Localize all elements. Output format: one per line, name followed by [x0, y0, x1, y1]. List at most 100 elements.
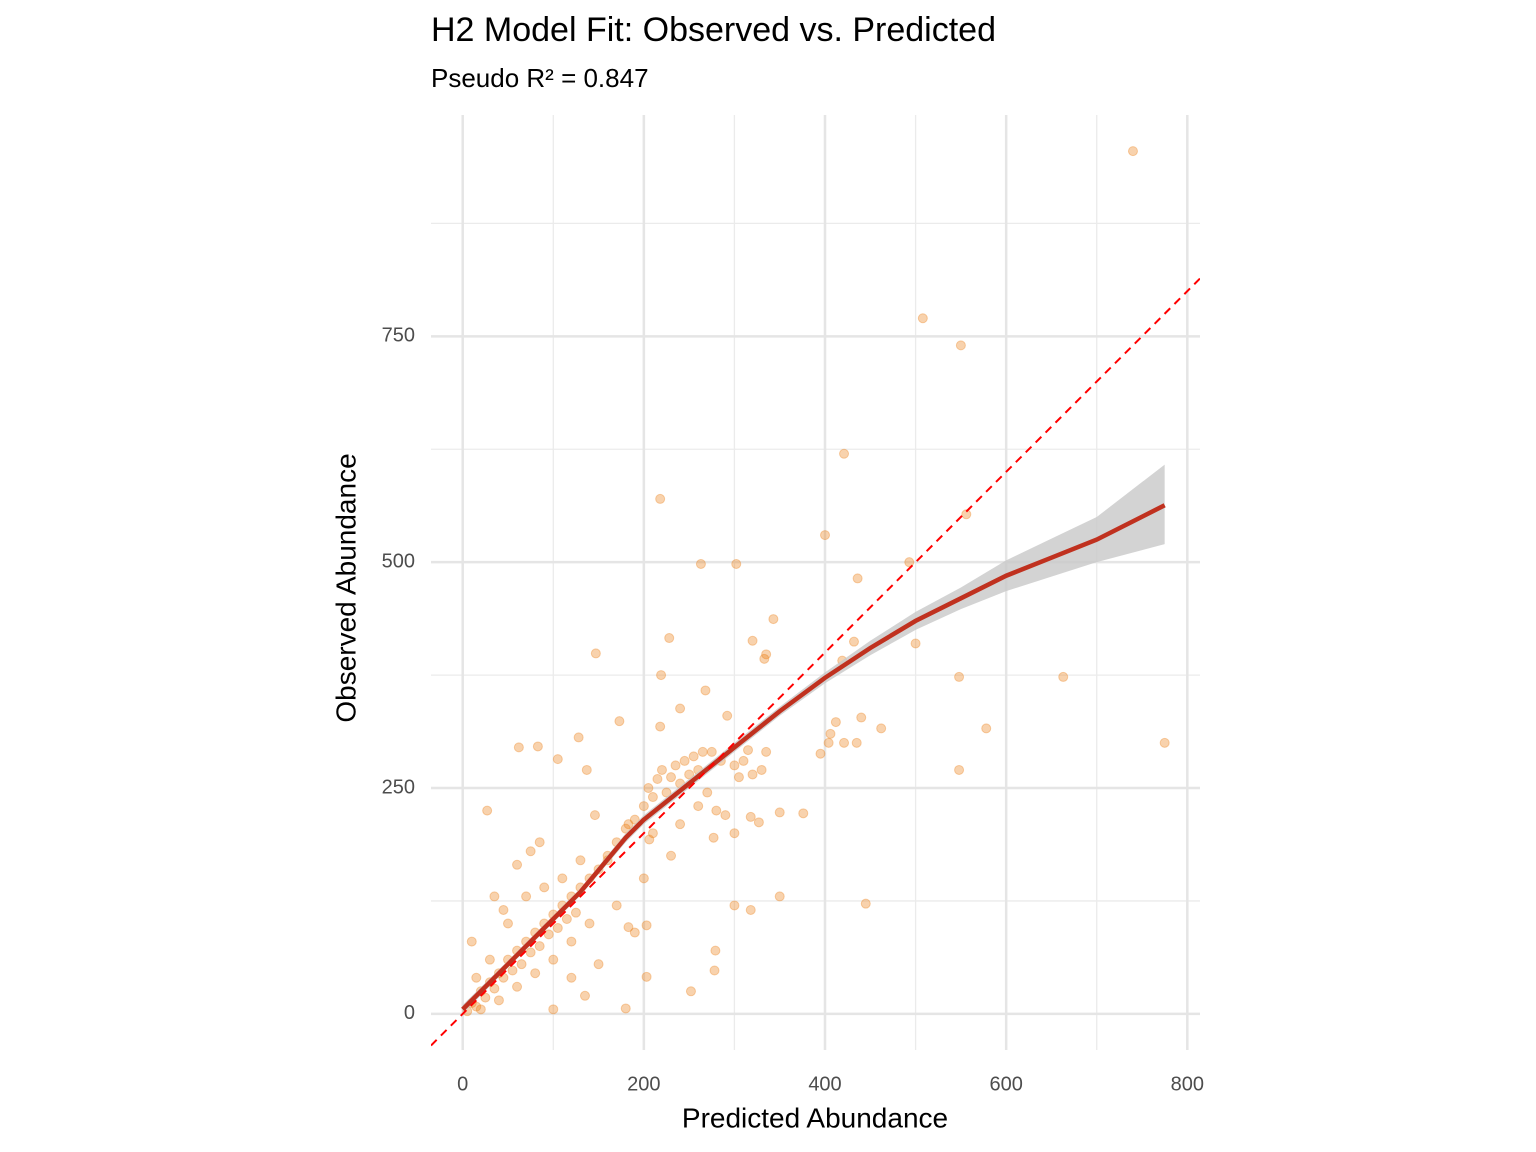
point — [679, 755, 690, 766]
point — [747, 769, 758, 780]
point — [548, 1004, 559, 1015]
y-tick-label: 500 — [382, 550, 415, 572]
x-tick-label: 600 — [989, 1073, 1022, 1095]
point — [955, 340, 966, 351]
point — [638, 801, 649, 812]
point — [512, 981, 523, 992]
point — [566, 936, 577, 947]
point — [860, 898, 871, 909]
point — [710, 945, 721, 956]
point — [534, 837, 545, 848]
fit-line — [461, 503, 1166, 1011]
point — [722, 710, 733, 721]
point — [759, 653, 770, 664]
point — [708, 832, 719, 843]
point — [695, 558, 706, 569]
point — [620, 823, 631, 834]
point — [830, 717, 841, 728]
point — [720, 810, 731, 821]
point — [798, 808, 809, 819]
x-axis-label: Predicted Abundance — [682, 1102, 948, 1133]
point — [738, 755, 749, 766]
point — [507, 965, 518, 976]
point — [981, 723, 992, 734]
point — [548, 954, 559, 965]
point — [502, 918, 513, 929]
point — [482, 805, 493, 816]
point — [589, 810, 600, 821]
point — [954, 764, 965, 775]
point — [543, 929, 554, 940]
point — [557, 873, 568, 884]
point — [745, 904, 756, 915]
point — [534, 941, 545, 952]
point — [498, 904, 509, 915]
point — [656, 764, 667, 775]
chart-subtitle: Pseudo R² = 0.847 — [431, 63, 649, 93]
point — [756, 764, 767, 775]
point — [513, 742, 524, 753]
point — [512, 859, 523, 870]
point — [614, 716, 625, 727]
point — [761, 649, 772, 660]
point — [774, 807, 785, 818]
point — [629, 814, 640, 825]
point — [700, 685, 711, 696]
point — [729, 900, 740, 911]
chart-title: H2 Model Fit: Observed vs. Predicted — [431, 11, 996, 49]
point — [561, 914, 572, 925]
point — [856, 712, 867, 723]
point — [709, 965, 720, 976]
y-tick-label: 250 — [382, 776, 415, 798]
point — [1159, 737, 1170, 748]
point — [484, 954, 495, 965]
point — [743, 745, 754, 756]
point — [539, 882, 550, 893]
point — [552, 923, 563, 934]
point — [493, 995, 504, 1006]
plot-area — [431, 146, 1200, 1047]
point — [768, 614, 779, 625]
point — [655, 493, 666, 504]
point — [664, 633, 675, 644]
point — [656, 670, 667, 681]
point — [745, 811, 756, 822]
point — [774, 891, 785, 902]
point — [839, 737, 850, 748]
point — [489, 891, 500, 902]
point — [530, 968, 541, 979]
point — [590, 648, 601, 659]
point — [525, 947, 536, 958]
point — [852, 573, 863, 584]
point — [532, 741, 543, 752]
point — [1127, 146, 1138, 157]
point — [593, 959, 604, 970]
point — [521, 891, 532, 902]
point — [733, 772, 744, 783]
point — [471, 972, 482, 983]
y-axis-label: Observed Abundance — [330, 453, 361, 722]
point — [711, 805, 722, 816]
point — [579, 990, 590, 1001]
point — [489, 983, 500, 994]
point — [575, 855, 586, 866]
point — [693, 801, 704, 812]
point — [661, 787, 672, 798]
point — [655, 721, 666, 732]
point — [729, 828, 740, 839]
point — [516, 959, 527, 970]
point — [475, 1004, 486, 1015]
x-tick-label: 200 — [627, 1073, 660, 1095]
point — [584, 918, 595, 929]
point — [820, 530, 831, 541]
point — [729, 760, 740, 771]
point — [954, 671, 965, 682]
y-tick-label: 750 — [382, 325, 415, 347]
point — [647, 792, 658, 803]
point — [647, 828, 658, 839]
point — [839, 448, 850, 459]
point — [1058, 671, 1069, 682]
point — [876, 723, 887, 734]
point — [566, 972, 577, 983]
